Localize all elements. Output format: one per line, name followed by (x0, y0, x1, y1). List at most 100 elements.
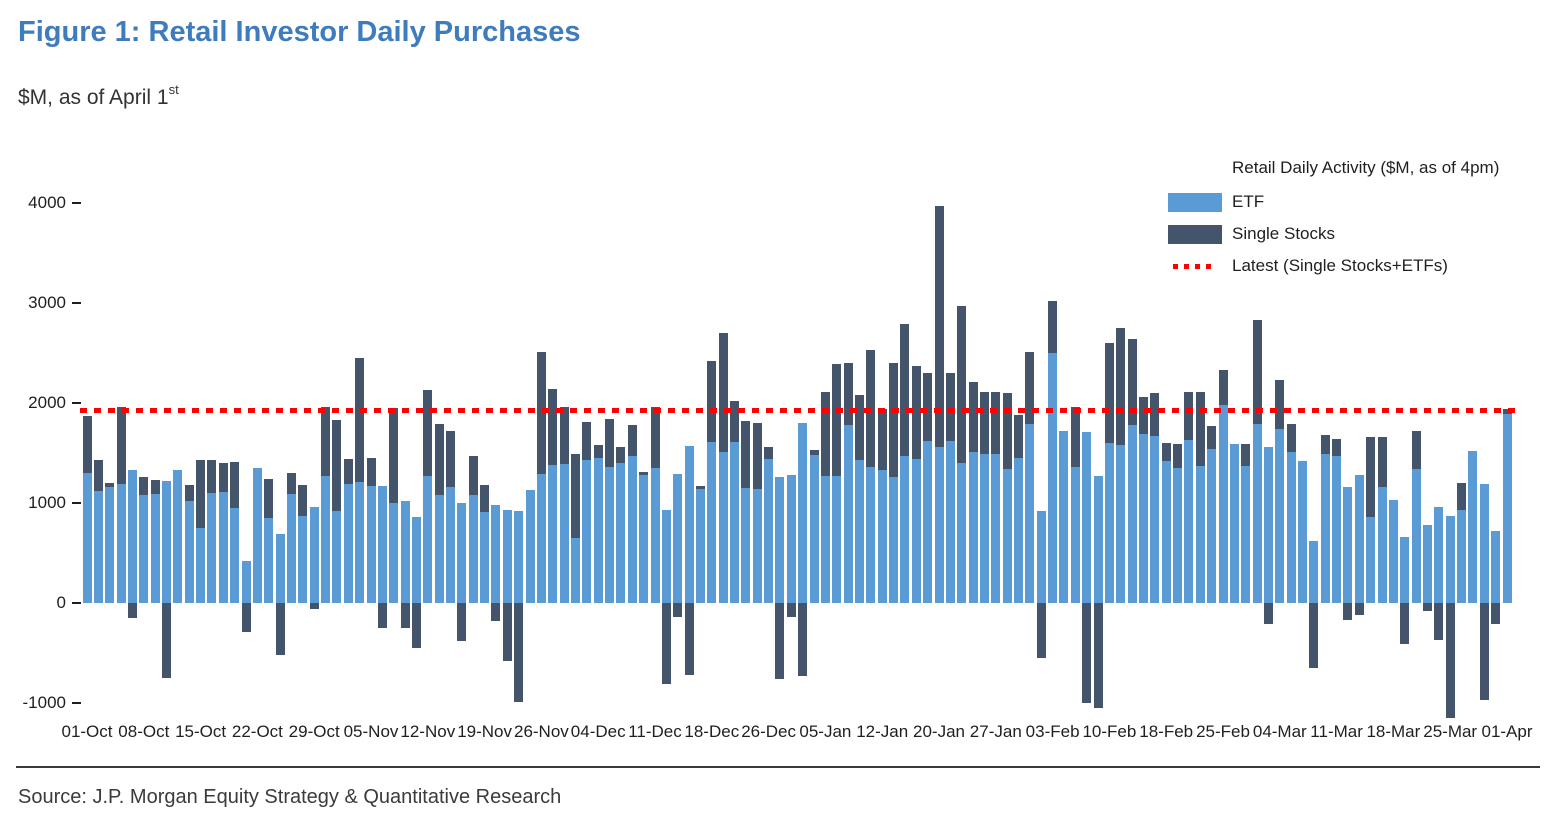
bar-etf (411, 516, 421, 603)
bar-etf (1025, 424, 1035, 603)
bar-etf (582, 460, 592, 603)
bar-etf (82, 473, 92, 603)
bar-etf (764, 459, 774, 603)
y-tick-label: 4000 (28, 193, 66, 212)
bar-single-stocks (1366, 436, 1376, 517)
bar-single-stocks (616, 447, 626, 463)
bar-single-stocks-negative (775, 603, 785, 679)
bar-etf (1332, 455, 1342, 603)
legend-title: Retail Daily Activity ($M, as of 4pm) (1232, 158, 1500, 177)
bar-single-stocks (286, 472, 296, 494)
bar-single-stocks (605, 418, 615, 467)
bar-single-stocks-negative (502, 603, 512, 661)
bar-single-stocks (1014, 415, 1024, 458)
bar-etf (196, 527, 206, 603)
y-tick-mark (72, 502, 81, 504)
bar-single-stocks (945, 373, 955, 441)
bar-single-stocks (366, 458, 376, 486)
latest-line (80, 408, 1522, 413)
bar-etf (718, 452, 728, 603)
bar-etf (911, 459, 921, 603)
bar-etf (1002, 469, 1012, 603)
bar-etf (1309, 541, 1319, 603)
bar-etf (968, 452, 978, 603)
bar-etf (798, 422, 808, 603)
bar-etf (1059, 430, 1069, 603)
x-tick-label: 01-Apr (1481, 722, 1533, 741)
bar-etf (491, 505, 501, 603)
x-tick-label: 12-Jan (856, 722, 909, 741)
bar-etf (650, 467, 660, 603)
bar-single-stocks (1138, 397, 1148, 434)
bar-single-stocks (900, 323, 910, 456)
bar-single-stocks (468, 455, 478, 495)
bar-single-stocks (332, 420, 342, 511)
bar-single-stocks (1241, 443, 1251, 466)
bar-single-stocks-negative (241, 603, 251, 632)
source-text: Source: J.P. Morgan Equity Strategy & Qu… (18, 786, 562, 808)
bar-etf (230, 508, 240, 603)
bar-single-stocks (1184, 392, 1194, 440)
bar-single-stocks (877, 409, 887, 470)
bar-etf (241, 561, 251, 603)
bar-single-stocks-negative (400, 603, 410, 628)
bar-single-stocks-negative (377, 603, 387, 628)
bar-etf (741, 487, 751, 603)
bar-single-stocks (548, 389, 558, 465)
bar-etf (1014, 458, 1024, 603)
bar-single-stocks-negative (1491, 603, 1501, 624)
bar-single-stocks (593, 444, 603, 458)
bar-single-stocks-negative (1400, 603, 1410, 644)
bar-etf (934, 446, 944, 603)
bar-etf (1093, 476, 1103, 603)
y-tick-mark (72, 402, 81, 404)
bar-single-stocks (1116, 328, 1126, 445)
bar-single-stocks (1377, 436, 1387, 487)
bar-etf (548, 464, 558, 603)
bar-etf (525, 489, 535, 603)
bar-single-stocks (923, 372, 933, 441)
bar-etf (1286, 452, 1296, 603)
bar-etf (820, 476, 830, 603)
bar-single-stocks (1411, 431, 1421, 469)
bar-single-stocks (843, 362, 853, 425)
bar-etf (752, 488, 762, 603)
bar-single-stocks (1252, 320, 1262, 424)
bar-etf (900, 455, 910, 603)
bar-single-stocks (1161, 442, 1171, 461)
bar-etf (150, 494, 160, 603)
bar-etf (661, 509, 671, 603)
bar-etf (1445, 516, 1455, 603)
y-tick-label: -1000 (22, 693, 66, 712)
bar-single-stocks (718, 333, 728, 452)
legend-item-single-stocks: Single Stocks (1160, 218, 1540, 250)
bar-single-stocks-negative (1036, 603, 1046, 658)
bar-etf (559, 464, 569, 603)
bar-single-stocks-negative (661, 603, 671, 684)
subtitle-superscript: st (168, 82, 179, 97)
latest-dotted-line-icon (1173, 263, 1217, 269)
bar-single-stocks (1286, 424, 1296, 452)
bar-single-stocks (105, 482, 115, 487)
bar-single-stocks (480, 484, 490, 512)
subtitle-text: $M, as of April 1 (18, 86, 169, 109)
bar-etf (1263, 447, 1273, 603)
bar-single-stocks-negative (1479, 603, 1489, 700)
x-tick-label: 27-Jan (969, 722, 1022, 741)
y-tick-label: 3000 (28, 293, 66, 312)
bar-single-stocks-negative (411, 603, 421, 648)
bar-etf (1411, 468, 1421, 603)
bar-single-stocks-negative (1263, 603, 1273, 624)
x-tick-label: 03-Feb (1025, 722, 1080, 741)
bar-etf (1104, 443, 1114, 603)
bar-etf (1491, 531, 1501, 603)
y-tick-label: 0 (56, 593, 66, 612)
bar-single-stocks (434, 424, 444, 495)
bar-etf (832, 475, 842, 603)
bar-etf (1388, 500, 1398, 603)
bar-etf (1229, 443, 1239, 603)
bar-etf (355, 482, 365, 603)
bar-single-stocks (1275, 380, 1285, 429)
bar-single-stocks (1025, 352, 1035, 424)
